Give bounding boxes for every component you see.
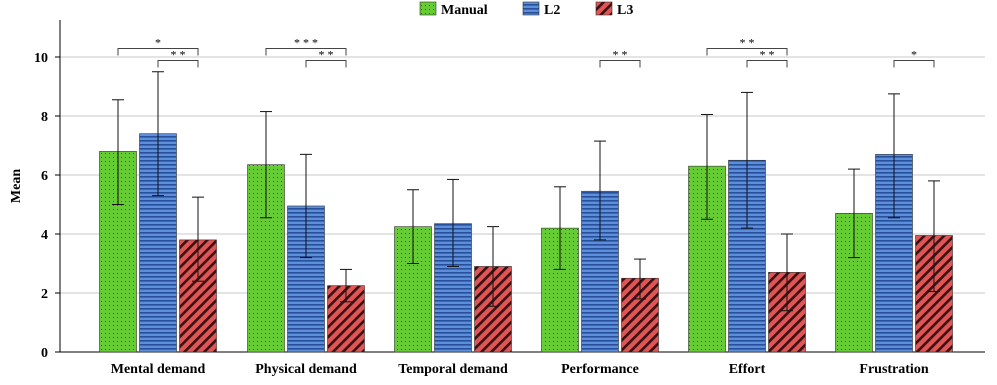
y-tick-label: 8	[41, 110, 48, 125]
significance-label: * * *	[294, 36, 318, 50]
error-bar-manual-3	[554, 186, 566, 270]
legend-label: L3	[617, 3, 633, 18]
significance-bracket: * * *	[265, 36, 347, 56]
significance-bracket: *	[893, 48, 935, 68]
x-tick-label: Temporal demand	[398, 362, 508, 377]
legend-swatch	[419, 1, 437, 16]
error-bar-manual-5	[848, 168, 860, 259]
y-tick-label: 0	[41, 346, 48, 361]
error-bar-manual-1	[260, 111, 272, 219]
legend-swatch	[595, 1, 613, 16]
y-tick-label: 6	[41, 169, 48, 184]
significance-label: * *	[613, 48, 628, 62]
x-tick-label: Frustration	[859, 362, 928, 377]
x-tick-label: Mental demand	[111, 362, 206, 377]
error-bar-l3-4	[781, 233, 793, 312]
error-bar-l2-1	[300, 153, 312, 259]
error-bars	[112, 71, 940, 312]
y-axis-title: Mean	[9, 169, 24, 203]
legend-item-manual: Manual	[419, 1, 488, 18]
significance-bracket: * *	[305, 48, 347, 68]
error-bar-manual-4	[701, 114, 713, 220]
significance-label: * *	[740, 36, 755, 50]
category-labels: Mental demand Physical demand Temporal dem…	[111, 362, 929, 377]
significance-bracket: * *	[746, 48, 788, 68]
significance-label: *	[911, 48, 917, 62]
error-bar-manual-0	[112, 99, 124, 205]
error-bar-manual-2	[407, 189, 419, 264]
error-bar-l2-3	[594, 140, 606, 241]
significance-bracket: * *	[157, 48, 199, 68]
significance-label: * *	[171, 48, 186, 62]
gridlines	[60, 56, 985, 294]
significance-label: * *	[319, 48, 334, 62]
y-tick-label: 2	[41, 287, 48, 302]
error-bar-l3-2	[487, 226, 499, 307]
significance-label: *	[155, 36, 161, 50]
legend-item-l3: L3	[595, 1, 633, 18]
significance-bracket: * *	[706, 36, 788, 56]
x-tick-label: Performance	[561, 362, 639, 377]
error-bar-l3-5	[928, 180, 940, 293]
x-tick-label: Effort	[729, 362, 766, 377]
error-bar-l3-0	[192, 196, 204, 282]
significance-bracket: * *	[599, 48, 641, 68]
error-bar-l2-4	[741, 91, 753, 229]
legend-label: Manual	[441, 3, 488, 18]
significance-label: * *	[760, 48, 775, 62]
error-bar-l3-3	[634, 258, 646, 300]
error-bar-l2-5	[888, 93, 900, 219]
legend-item-l2: L2	[522, 1, 560, 18]
y-tick-label: 10	[34, 51, 48, 66]
x-tick-label: Physical demand	[255, 362, 357, 377]
error-bar-l2-0	[152, 71, 164, 197]
legend-label: L2	[544, 3, 560, 18]
error-bar-l3-1	[340, 268, 352, 303]
y-tick-label: 4	[41, 228, 48, 243]
legend-swatch	[522, 1, 540, 16]
significance-bracket: *	[117, 36, 199, 56]
error-bar-l2-2	[447, 178, 459, 267]
significance-brackets: ** ** * ** * * ** ** * *	[117, 36, 935, 68]
legend: Manual L2 L3	[419, 1, 633, 18]
bars	[99, 133, 953, 353]
